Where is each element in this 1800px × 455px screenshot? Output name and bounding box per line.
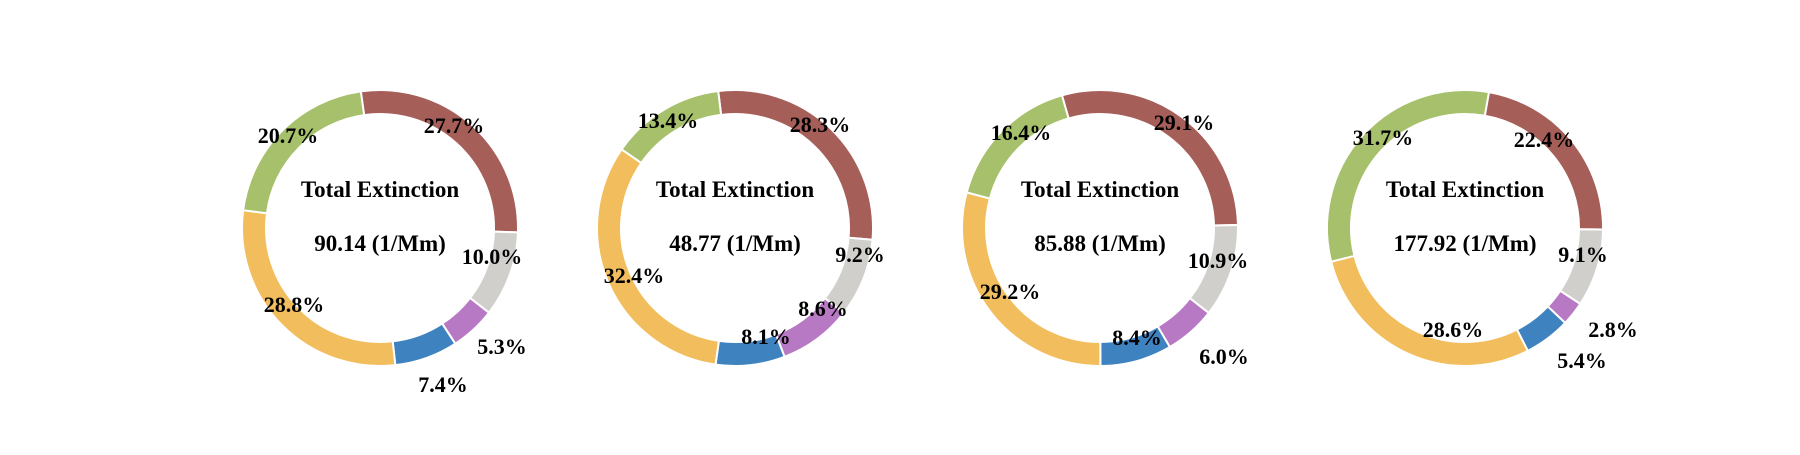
donut-4-label-red: 22.4% (1514, 127, 1575, 152)
donut-2-label-red: 28.3% (790, 112, 851, 137)
donut-1-label-green: 20.7% (258, 123, 319, 148)
donut-1-label-red: 27.7% (424, 113, 485, 138)
donut-chart-2: 28.3% 9.2% 8.6% 8.1% 32.4% 13.4% Total Extinct… (596, 89, 885, 367)
donut-3-label-purple: 6.0% (1199, 344, 1249, 369)
donut-4-label-gray: 9.1% (1558, 242, 1608, 267)
donut-3-label-blue: 8.4% (1112, 325, 1162, 350)
donut-1-label-gray: 10.0% (462, 244, 523, 269)
donut-chart-4: 22.4% 9.1% 2.8% 5.4% 28.6% 31.7% Total Extinct… (1326, 89, 1638, 373)
donut-3-center-value: 85.88 (1/Mm) (1034, 231, 1166, 256)
donut-3-label-green: 16.4% (991, 120, 1052, 145)
donut-2-label-purple: 8.6% (798, 296, 848, 321)
donut-chart-1: 27.7% 10.0% 5.3% 7.4% 28.8% 20.7% Total Extinc… (241, 89, 527, 397)
donut-4-label-blue: 5.4% (1557, 348, 1607, 373)
donut-1-label-purple: 5.3% (477, 334, 527, 359)
donut-1-slice-blue (391, 322, 457, 367)
donut-1-center-value: 90.14 (1/Mm) (314, 231, 446, 256)
donut-4-center-value: 177.92 (1/Mm) (1393, 231, 1536, 256)
donut-2-label-green: 13.4% (638, 108, 699, 133)
donut-4-label-green: 31.7% (1353, 125, 1414, 150)
donut-2-label-gray: 9.2% (835, 242, 885, 267)
donut-2-center-title: Total Extinction (656, 177, 814, 202)
donut-4-center-title: Total Extinction (1386, 177, 1544, 202)
donut-1-label-yellow: 28.8% (264, 292, 325, 317)
donut-2-label-yellow: 32.4% (604, 263, 665, 288)
donut-1-slice-green (242, 90, 366, 215)
donut-3-center-title: Total Extinction (1021, 177, 1179, 202)
donut-1-center-title: Total Extinction (301, 177, 459, 202)
donut-3-label-yellow: 29.2% (980, 279, 1041, 304)
donut-3-slice-green (965, 94, 1070, 200)
donut-group: 27.7% 10.0% 5.3% 7.4% 28.8% 20.7% Total Extinc… (241, 88, 1638, 397)
donut-3-label-red: 29.1% (1154, 110, 1215, 135)
donut-4-label-purple: 2.8% (1588, 317, 1638, 342)
donut-1-label-blue: 7.4% (418, 372, 468, 397)
donut-chart-3: 29.1% 10.9% 6.0% 8.4% 29.2% 16.4% Total Extinc… (961, 88, 1249, 369)
donut-4-slice-green (1326, 89, 1491, 263)
donut-2-slice-green (620, 89, 723, 165)
donut-4-label-yellow: 28.6% (1423, 317, 1484, 342)
donut-1-slice-red (359, 89, 519, 234)
donut-2-center-value: 48.77 (1/Mm) (669, 231, 801, 256)
donut-4-slice-yellow (1329, 254, 1530, 367)
donut-3-label-gray: 10.9% (1188, 248, 1249, 273)
donut-4-slice-red (1483, 90, 1604, 231)
donut-2-label-blue: 8.1% (741, 324, 791, 349)
